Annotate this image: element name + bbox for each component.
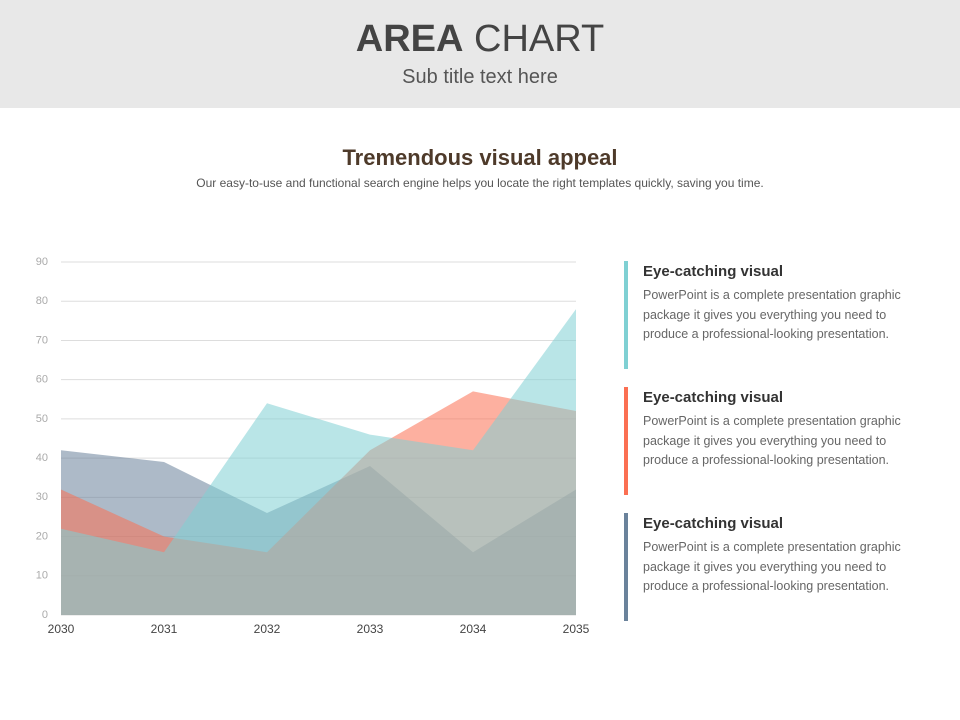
header: AREA CHART Sub title text here	[0, 0, 960, 108]
y-tick-label: 80	[36, 295, 48, 307]
y-tick-label: 90	[36, 256, 48, 268]
y-tick-label: 30	[36, 491, 48, 503]
panel: Eye-catching visual PowerPoint is a compl…	[624, 513, 924, 621]
panel-text: PowerPoint is a complete presentation gr…	[643, 414, 901, 467]
panel: Eye-catching visual PowerPoint is a compl…	[624, 387, 924, 495]
y-tick-label: 0	[42, 609, 48, 621]
panel-text: PowerPoint is a complete presentation gr…	[643, 540, 901, 593]
y-tick-label: 60	[36, 374, 48, 386]
title-light: CHART	[474, 18, 605, 60]
subtitle: Sub title text here	[402, 66, 558, 88]
panel-title: Eye-catching visual	[643, 515, 784, 532]
panel-title: Eye-catching visual	[643, 389, 784, 406]
title-bold: AREA	[355, 18, 464, 60]
y-tick-label: 20	[36, 530, 48, 542]
x-tick-label: 2030	[48, 622, 75, 636]
x-tick-label: 2035	[563, 622, 590, 636]
y-tick-label: 40	[36, 452, 48, 464]
y-tick-label: 70	[36, 334, 48, 346]
x-tick-label: 2031	[151, 622, 178, 636]
panel-title: Eye-catching visual	[643, 263, 784, 280]
section-heading: Tremendous visual appeal	[342, 145, 618, 170]
y-tick-label: 10	[36, 570, 48, 582]
panel: Eye-catching visual PowerPoint is a compl…	[624, 261, 924, 369]
y-tick-label: 50	[36, 413, 48, 425]
x-tick-label: 2033	[357, 622, 384, 636]
area	[61, 309, 576, 615]
x-tick-label: 2034	[460, 622, 487, 636]
title: AREA CHART	[0, 18, 960, 61]
section-description: Our easy-to-use and functional search en…	[196, 176, 764, 190]
x-tick-label: 2032	[254, 622, 281, 636]
panel-text: PowerPoint is a complete presentation gr…	[643, 288, 901, 341]
